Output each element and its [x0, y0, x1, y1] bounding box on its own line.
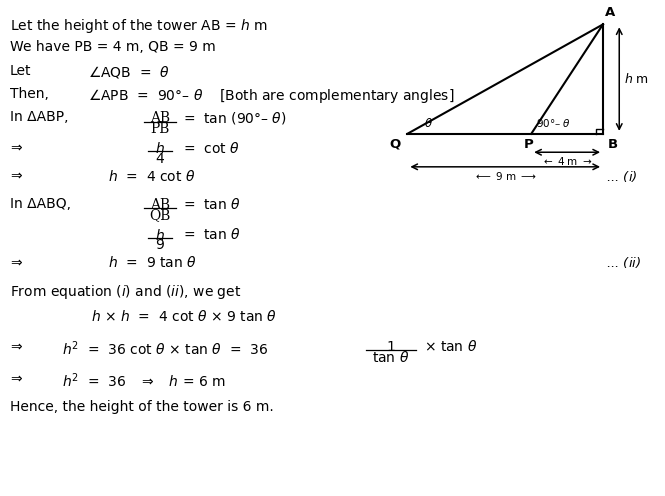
Text: AB: AB [150, 198, 170, 212]
Text: $\theta$: $\theta$ [424, 117, 433, 130]
Text: 4: 4 [156, 152, 164, 166]
Text: $h$  =  4 cot $\theta$: $h$ = 4 cot $\theta$ [108, 169, 195, 184]
Text: From equation ($i$) and ($ii$), we get: From equation ($i$) and ($ii$), we get [10, 283, 241, 301]
Text: $h^2$  =  36 cot $\theta$ × tan $\theta$  =  36: $h^2$ = 36 cot $\theta$ × tan $\theta$ =… [62, 339, 269, 358]
Text: ⇒: ⇒ [10, 339, 21, 353]
Text: tan $\theta$: tan $\theta$ [372, 350, 410, 365]
Text: $h$: $h$ [155, 228, 165, 243]
Text: ... ($ii$): ... ($ii$) [606, 255, 642, 270]
Text: $\longleftarrow$ 9 m $\longrightarrow$: $\longleftarrow$ 9 m $\longrightarrow$ [473, 170, 537, 182]
Text: $\angle$AQB  =  $\theta$: $\angle$AQB = $\theta$ [88, 64, 170, 80]
Text: P: P [524, 138, 533, 151]
Text: $\leftarrow$ 4 m $\rightarrow$: $\leftarrow$ 4 m $\rightarrow$ [541, 155, 593, 167]
Text: × tan $\theta$: × tan $\theta$ [424, 339, 477, 354]
Text: QB: QB [149, 208, 170, 222]
Text: =  cot $\theta$: = cot $\theta$ [183, 141, 239, 156]
Text: ... ($i$): ... ($i$) [606, 169, 638, 184]
Text: We have PB = 4 m, QB = 9 m: We have PB = 4 m, QB = 9 m [10, 41, 215, 55]
Text: =  tan $\theta$: = tan $\theta$ [183, 227, 241, 242]
Text: ⇒: ⇒ [10, 255, 21, 269]
Text: =  tan $\theta$: = tan $\theta$ [183, 197, 241, 212]
Text: Q: Q [390, 138, 401, 151]
Text: $h^2$  =  36   $\Rightarrow$   $h$ = 6 m: $h^2$ = 36 $\Rightarrow$ $h$ = 6 m [62, 372, 225, 390]
Text: B: B [608, 138, 618, 151]
Text: $h$  =  9 tan $\theta$: $h$ = 9 tan $\theta$ [108, 255, 196, 270]
Text: Let: Let [10, 64, 31, 78]
Text: 1: 1 [387, 340, 396, 354]
Text: $h$ × $h$  =  4 cot $\theta$ × 9 tan $\theta$: $h$ × $h$ = 4 cot $\theta$ × 9 tan $\the… [91, 309, 277, 324]
Text: Let the height of the tower AB = $h$ m: Let the height of the tower AB = $h$ m [10, 17, 268, 35]
Text: Hence, the height of the tower is 6 m.: Hence, the height of the tower is 6 m. [10, 400, 274, 414]
Text: $h$: $h$ [155, 141, 165, 156]
Text: 90°– $\theta$: 90°– $\theta$ [537, 117, 571, 129]
Text: AB: AB [150, 112, 170, 125]
Text: In ΔABQ,: In ΔABQ, [10, 197, 71, 211]
Text: 9: 9 [156, 238, 164, 252]
Text: Then,: Then, [10, 87, 49, 101]
Text: In ΔABP,: In ΔABP, [10, 111, 68, 124]
Text: A: A [605, 5, 615, 18]
Text: =  tan (90°– $\theta$): = tan (90°– $\theta$) [183, 111, 286, 126]
Text: ⇒: ⇒ [10, 169, 21, 183]
Text: PB: PB [150, 122, 170, 136]
Text: ⇒: ⇒ [10, 372, 21, 386]
Text: $\angle$APB  =  90°– $\theta$    [Both are complementary angles]: $\angle$APB = 90°– $\theta$ [Both are co… [88, 87, 454, 105]
Text: ⇒: ⇒ [10, 141, 21, 155]
Text: $h$ m: $h$ m [624, 72, 650, 86]
